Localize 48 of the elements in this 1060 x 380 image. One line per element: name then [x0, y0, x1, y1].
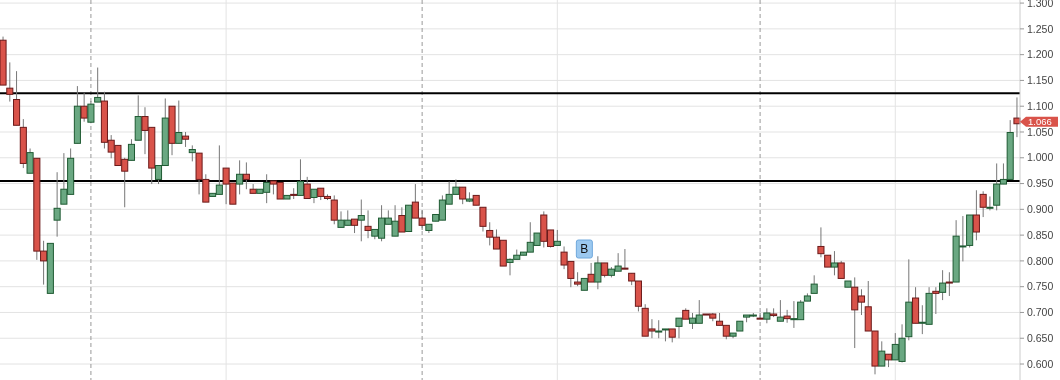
y-tick-label: 0.650	[1027, 331, 1054, 344]
y-tick-label: 1.250	[1027, 22, 1054, 35]
candlestick	[134, 94, 142, 141]
candlestick	[175, 100, 183, 144]
y-tick-label: 0.950	[1027, 177, 1054, 190]
annotation: B	[580, 242, 589, 257]
candlestick	[979, 190, 987, 218]
candlestick	[939, 269, 947, 301]
candlestick	[776, 299, 784, 322]
candlestick	[80, 92, 88, 123]
candlestick	[127, 138, 136, 161]
candlestick	[594, 255, 602, 290]
candlestick	[972, 189, 980, 241]
candlestick	[330, 194, 338, 225]
candlestick	[249, 183, 257, 194]
candlestick	[675, 317, 683, 339]
candlestick	[587, 262, 595, 283]
y-tick-label: 0.700	[1027, 306, 1054, 319]
text: 1.066	[1028, 116, 1052, 128]
y-tick-label: 0.750	[1027, 280, 1054, 293]
y-tick-label: 1.000	[1027, 151, 1054, 164]
y-tick-label: 1.300	[1027, 0, 1054, 9]
y-tick-label: 0.600	[1027, 357, 1054, 370]
candlestick	[357, 199, 365, 242]
candlestick	[296, 158, 304, 196]
candlestick	[6, 61, 14, 103]
candlestick	[830, 250, 838, 276]
y-tick-label: 0.900	[1027, 203, 1054, 216]
y-tick-label: 1.100	[1027, 99, 1054, 112]
candlestick	[236, 159, 244, 195]
candlestick	[783, 309, 791, 324]
candlestick	[763, 307, 771, 324]
candlestick	[242, 161, 250, 190]
candlestick	[303, 176, 311, 200]
y-tick-label: 1.150	[1027, 74, 1054, 87]
candlestick	[945, 271, 953, 297]
y-tick-label: 1.050	[1027, 125, 1054, 138]
candlestick	[756, 312, 764, 320]
y-tick-label: 0.800	[1027, 254, 1054, 267]
candlestick	[26, 147, 34, 174]
y-tick-label: 0.850	[1027, 228, 1054, 241]
candlestick	[53, 171, 61, 238]
candlestick	[621, 248, 629, 270]
candlestick	[364, 209, 372, 239]
candlestick	[878, 340, 886, 367]
candlestick	[932, 286, 940, 315]
y-tick-label: 1.200	[1027, 48, 1054, 61]
candlestick	[398, 206, 406, 233]
